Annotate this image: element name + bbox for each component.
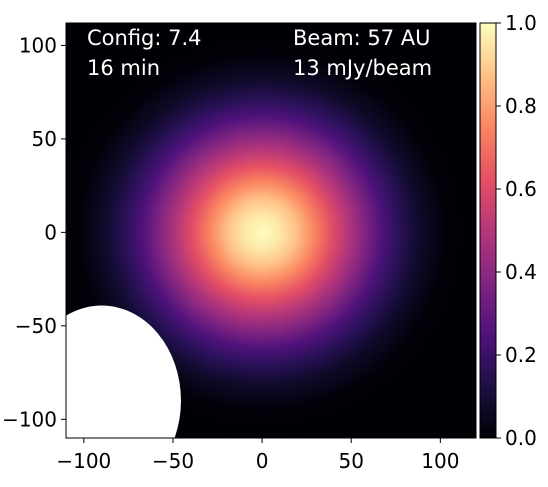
plot-frame: [65, 22, 477, 439]
x-tick-label: −100: [56, 449, 111, 473]
colorbar-tick-label: 1.0: [505, 11, 537, 35]
y-tick-label: −100: [2, 407, 57, 431]
colorbar-gradient: [480, 23, 496, 438]
x-tick-label: 0: [256, 449, 269, 473]
x-tick-label: 100: [421, 449, 459, 473]
x-tick-label: −50: [152, 449, 194, 473]
beam-ellipse: [66, 305, 181, 438]
colorbar-tick-label: 0.4: [505, 260, 537, 284]
y-tick-label: 100: [19, 33, 57, 57]
x-tick-label: 50: [338, 449, 363, 473]
colorbar-frame: [479, 22, 497, 439]
colorbar: 0.0 0.2 0.4 0.6 0.8 1.0: [479, 11, 537, 450]
colorbar-tick-label: 0.2: [505, 343, 537, 367]
y-tick-label: −50: [15, 314, 57, 338]
y-axis: 100 50 0 −50 −100: [2, 33, 66, 431]
x-axis: −100 −50 0 50 100: [56, 438, 459, 473]
beam-size-label: Beam: 57 AU: [293, 26, 431, 50]
colorbar-tick-label: 0.0: [505, 426, 537, 450]
plot-area: Config: 7.4 16 min Beam: 57 AU 13 mJy/be…: [65, 22, 477, 439]
source-emission: [66, 24, 476, 438]
colorbar-tick-label: 0.6: [505, 177, 537, 201]
y-tick-label: 50: [32, 127, 57, 151]
time-label: 16 min: [87, 56, 160, 80]
colorbar-ticks: 0.0 0.2 0.4 0.6 0.8 1.0: [496, 11, 537, 450]
y-tick-label: 0: [44, 220, 57, 244]
config-label: Config: 7.4: [87, 26, 202, 50]
noise-label: 13 mJy/beam: [293, 56, 432, 80]
colorbar-tick-label: 0.8: [505, 94, 537, 118]
